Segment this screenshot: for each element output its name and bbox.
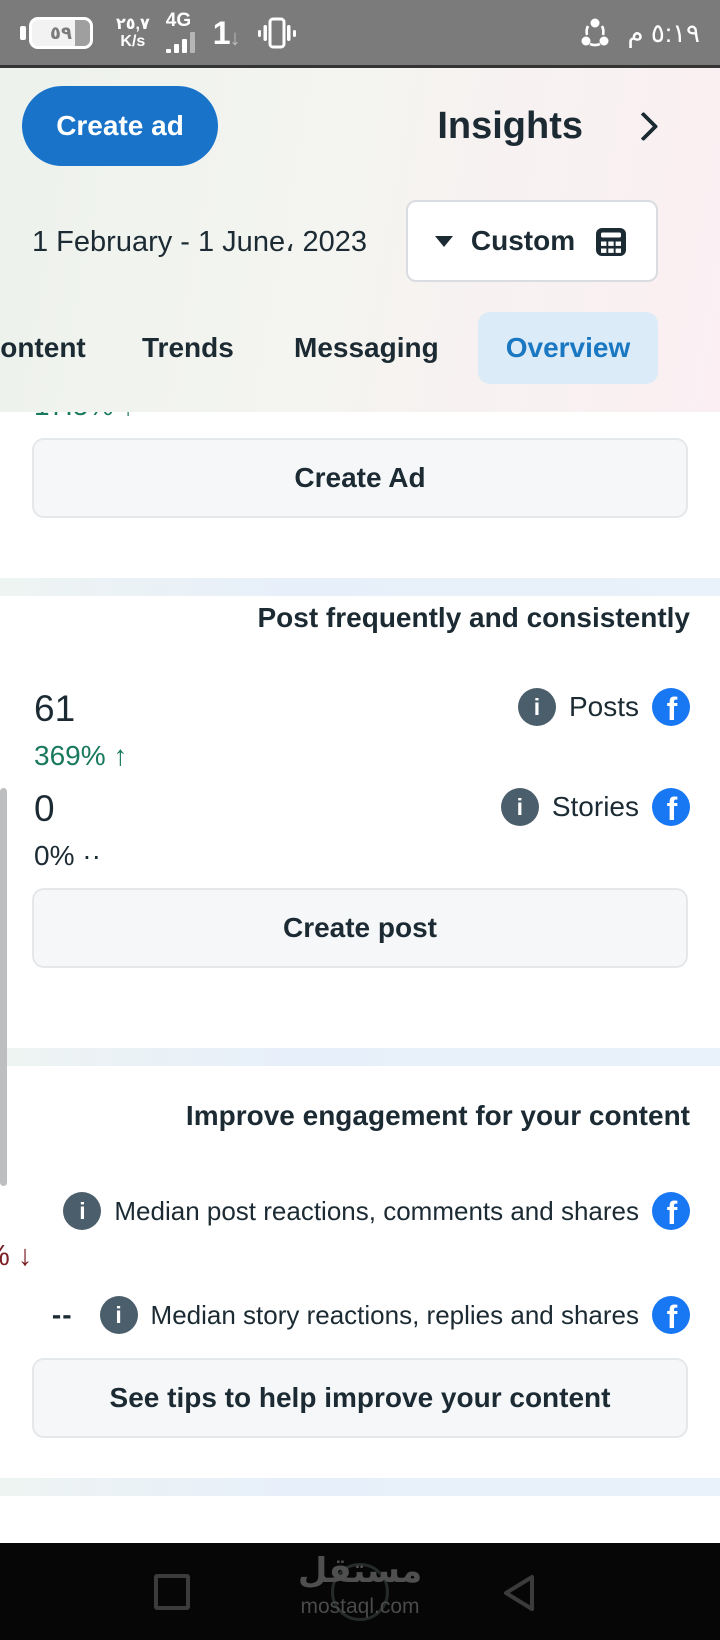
posts-metric-row: i Posts f (517, 688, 690, 726)
battery-nub (20, 25, 26, 40)
facebook-badge-icon: f (652, 1296, 690, 1334)
network-type-label: 4G (165, 10, 192, 31)
arrow-down-icon: ↓ (229, 24, 241, 50)
median-story-metric-label: Median story reactions, replies and shar… (150, 1299, 639, 1330)
signal-strength-icon: 4G (165, 10, 195, 53)
info-icon[interactable]: i (500, 788, 539, 826)
watermark-domain: mostaql.com (300, 1595, 420, 1618)
scrollbar-thumb[interactable] (0, 788, 7, 1186)
stories-metric-row: i Stories f (500, 788, 690, 826)
watermark-title: مستقل (297, 1552, 423, 1590)
battery-body: ٥٩ (29, 16, 93, 49)
sim2-indicator: 1 ↓ (212, 14, 241, 51)
vibrate-icon (257, 17, 296, 48)
range-selector-label: Custom (470, 225, 576, 256)
back-button[interactable] (496, 1571, 542, 1615)
network-share-icon (581, 18, 609, 46)
median-story-metric-value: -- (51, 1299, 73, 1330)
stories-metric-change: 0% ·· (34, 840, 101, 871)
facebook-badge-icon: f (652, 688, 690, 726)
posts-metric-change: 369% ↑ (34, 740, 128, 771)
posts-metric-value: 61 (34, 688, 76, 729)
recents-button[interactable] (154, 1574, 190, 1610)
section-divider (0, 1048, 720, 1066)
network-speed-indicator: ٢٥,٧ K/s (116, 16, 150, 50)
info-icon[interactable]: i (517, 688, 556, 726)
date-range-selector-button[interactable]: Custom (406, 200, 658, 282)
battery-icon: ٥٩ (20, 14, 100, 52)
info-icon[interactable]: i (63, 1192, 102, 1230)
date-range-label: 1 February - 1 June، 2023 (32, 225, 368, 258)
section-divider (0, 1478, 720, 1496)
android-nav-bar: مستقل mostaql.com (0, 1543, 720, 1640)
home-button[interactable] (331, 1563, 389, 1621)
section-divider (0, 578, 720, 596)
median-story-metric-row: -- i Median story reactions, replies and… (52, 1296, 690, 1334)
info-icon[interactable]: i (99, 1296, 138, 1334)
status-bar-right: ٥:١٩ م (576, 14, 700, 52)
signal-bars-icon (165, 32, 195, 53)
create-ad-pill-button[interactable]: Create ad (22, 86, 218, 166)
status-bar: ٥٩ ٢٥,٧ K/s 4G 1 ↓ (0, 0, 720, 68)
create-ad-button[interactable]: Create Ad (32, 438, 688, 518)
chevron-right-icon (628, 111, 659, 141)
engagement-section-heading: Improve engagement for your content (185, 1100, 690, 1131)
facebook-badge-icon: f (652, 788, 690, 826)
network-speed-unit: K/s (120, 32, 146, 50)
tab-messaging[interactable]: Messaging (294, 332, 439, 363)
stories-metric-value: 0 (34, 788, 55, 829)
create-post-button[interactable]: Create post (32, 888, 688, 968)
tab-content[interactable]: Content (0, 332, 86, 363)
median-post-metric-row: i Median post reactions, comments and sh… (63, 1192, 690, 1230)
median-post-metric-change: % ↓ (0, 1240, 33, 1272)
battery-level: ٥٩ (50, 22, 72, 43)
median-post-metric-label: Median post reactions, comments and shar… (114, 1195, 639, 1226)
app-header: Create ad Insights 1 February - 1 June، … (0, 68, 720, 412)
sim2-label: 1 (212, 14, 231, 51)
calendar-icon (596, 228, 627, 256)
dropdown-arrow-icon (434, 235, 453, 247)
see-tips-button[interactable]: See tips to help improve your content (32, 1358, 688, 1438)
page-title-button[interactable]: Insights (437, 88, 659, 164)
clipped-change-down: % ↓ (0, 1240, 52, 1280)
tab-overview[interactable]: Overview (478, 312, 658, 384)
stories-metric-label: Stories (551, 791, 639, 822)
posts-metric-label: Posts (568, 691, 639, 722)
page-title: Insights (437, 104, 583, 147)
posts-section-heading: Post frequently and consistently (257, 602, 690, 633)
tab-trends[interactable]: Trends (142, 332, 234, 363)
network-speed-value: ٢٥,٧ (116, 15, 150, 33)
clock: ٥:١٩ م (627, 17, 700, 48)
facebook-badge-icon: f (652, 1192, 690, 1230)
